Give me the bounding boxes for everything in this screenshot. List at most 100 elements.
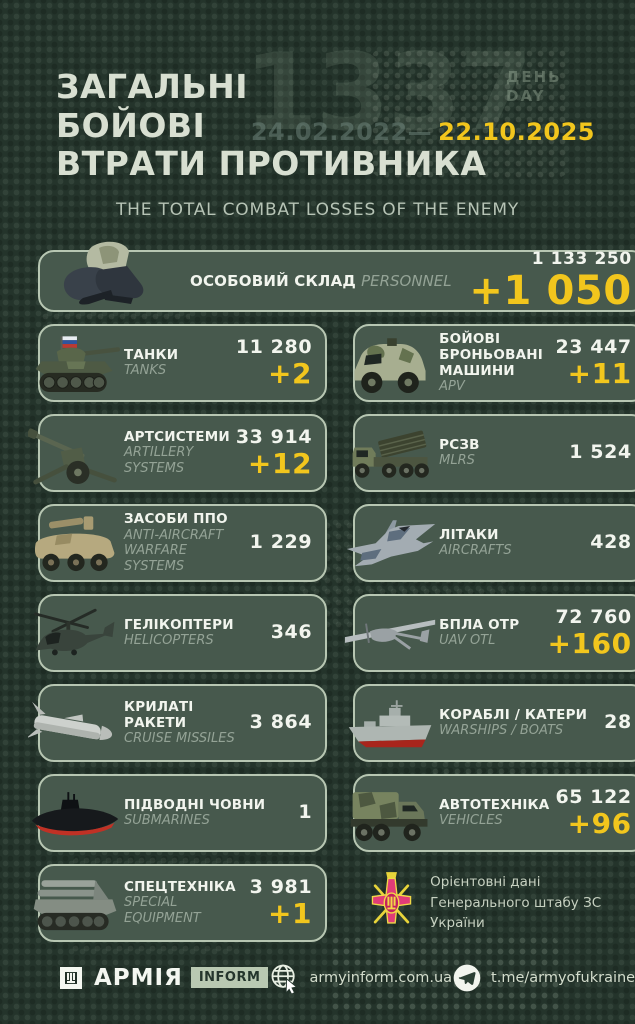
truck-icon — [350, 791, 428, 841]
label-en: TANKS — [124, 363, 167, 379]
title-line-3: ВТРАТИ ПРОТИВНИКА — [56, 144, 487, 184]
submarine-icon — [31, 791, 119, 836]
source-note: Орієнтовні дані Генерального штабу ЗС Ук… — [353, 864, 635, 942]
card-tanks: ТАНКИ TANKS 11 280 +2 — [35, 323, 328, 402]
card-special-equipment: СПЕЦТЕХНІКА SPECIAL EQUIPMENT 3 981 +1 — [33, 863, 328, 942]
card-numbers: 3 864 — [249, 710, 313, 734]
total-value: 428 — [590, 530, 632, 553]
boots-icon — [63, 241, 144, 305]
label-uk: РСЗВ — [439, 436, 480, 453]
total-value: 33 914 — [235, 426, 313, 449]
label-uk: ОСОБОВИЙ СКЛАД — [190, 272, 356, 291]
cruise-missile-icon — [28, 701, 113, 740]
card-helicopters: ГЕЛІКОПТЕРИ HELICOPTERS 346 — [34, 593, 328, 672]
artillery-icon — [28, 428, 117, 485]
card-submarines: ПІДВОДНІ ЧОВНИ SUBMARINES 1 — [31, 773, 328, 852]
footer: АРМІЯ INFORM armyinform.com.ua t.me/army… — [56, 962, 635, 994]
website-link[interactable]: armyinform.com.ua — [268, 962, 452, 994]
total-value: 1 133 250 — [531, 249, 632, 270]
card-content: ПІДВОДНІ ЧОВНИ SUBMARINES 1 — [40, 791, 325, 835]
total-value: 65 122 — [555, 786, 632, 809]
card-content: СПЕЦТЕХНІКА SPECIAL EQUIPMENT 3 981 +1 — [40, 871, 325, 934]
total-value: 28 — [604, 710, 632, 733]
label-uk: ПІДВОДНІ ЧОВНИ — [124, 796, 266, 813]
armyinform-logo-icon — [60, 966, 82, 989]
card-labels: БПЛА ОТР UAV OTL — [439, 617, 541, 649]
label-uk: СПЕЦТЕХНІКА — [124, 879, 236, 896]
armyinform-brand: АРМІЯ INFORM — [56, 963, 269, 993]
label-en: AIRCRAFTS — [439, 543, 512, 559]
card-personnel: ОСОБОВИЙ СКЛАД PERSONNEL 1 133 250 +1 05… — [38, 241, 635, 312]
telegram-link[interactable]: t.me/armyofukraine — [452, 963, 635, 993]
jet-icon — [346, 520, 436, 567]
telegram-icon — [453, 964, 481, 992]
source-note-line2: Генерального штабу ЗС України — [430, 894, 602, 931]
source-note-line1: Орієнтовні дані — [430, 874, 541, 891]
card-numbers: 1 133 250 +1 050 — [469, 250, 631, 312]
card-uav: БПЛА ОТР UAV OTL 72 760 +160 — [345, 593, 635, 672]
card-numbers: 23 447 +11 — [555, 336, 632, 391]
card-content: ТАНКИ TANKS 11 280 +2 — [40, 331, 325, 394]
card-numbers: 72 760 +160 — [547, 606, 632, 661]
total-value: 3 864 — [249, 710, 313, 733]
card-numbers: 33 914 +12 — [235, 426, 313, 481]
date-range: 24.02.2022— 22.10.2025 — [251, 118, 595, 146]
warship-icon — [348, 700, 432, 748]
card-labels: РСЗВ MLRS — [439, 437, 563, 469]
header: 1337 ДЕНЬ DAY ЗАГАЛЬНІ БОЙОВІ ВТРАТИ ПРО… — [0, 0, 635, 220]
label-uk: ЛІТАКИ — [439, 526, 499, 543]
day-label-en: DAY — [506, 86, 546, 105]
total-value: 3 981 — [249, 876, 313, 899]
card-content: ЗАСОБИ ППО ANTI-AIRCRAFT WARFARE SYSTEMS… — [40, 505, 325, 580]
total-value: 23 447 — [555, 336, 632, 359]
total-value: 346 — [270, 620, 313, 643]
anti-aircraft-icon — [34, 516, 115, 571]
mlrs-icon — [352, 430, 430, 478]
label-en: MLRS — [439, 453, 475, 469]
total-value: 1 524 — [569, 440, 632, 463]
card-numbers: 1 524 — [569, 440, 632, 464]
delta-value: +12 — [247, 447, 313, 481]
card-labels: АРТСИСТЕМИ ARTILLERY SYSTEMS — [124, 429, 230, 476]
card-labels: ПІДВОДНІ ЧОВНИ SUBMARINES — [124, 797, 292, 829]
card-labels: ТАНКИ TANKS — [124, 347, 230, 379]
card-numbers: 28 — [604, 710, 632, 734]
delta-value: +11 — [567, 357, 632, 391]
card-content: БПЛА ОТР UAV OTL 72 760 +160 — [355, 601, 635, 664]
website-url[interactable]: armyinform.com.ua — [309, 969, 453, 986]
day-label: ДЕНЬ DAY — [506, 68, 562, 106]
label-uk: ТАНКИ — [124, 346, 179, 363]
day-label-uk: ДЕНЬ — [506, 68, 562, 86]
globe-cursor-icon — [271, 964, 298, 994]
brand-name: АРМІЯ — [94, 964, 183, 991]
source-note-text: Орієнтовні дані Генерального штабу ЗС Ук… — [430, 872, 635, 933]
delta-value: +160 — [547, 627, 632, 661]
uav-icon — [345, 619, 436, 650]
telegram-url[interactable]: t.me/armyofukraine — [491, 969, 635, 986]
page-title: ЗАГАЛЬНІ БОЙОВІ ВТРАТИ ПРОТИВНИКА — [56, 67, 635, 184]
label-en: SPECIAL EQUIPMENT — [124, 895, 201, 926]
general-staff-emblem — [371, 871, 412, 924]
label-en: HELICOPTERS — [124, 633, 214, 649]
card-artillery: АРТСИСТЕМИ ARTILLERY SYSTEMS 33 914 +12 — [28, 413, 328, 492]
card-content: ГЕЛІКОПТЕРИ HELICOPTERS 346 — [40, 611, 325, 655]
card-labels: БОЙОВІ БРОНЬОВАНІ МАШИНИ APV — [439, 331, 549, 395]
card-numbers: 1 229 — [250, 531, 313, 554]
card-content: КРИЛАТІ РАКЕТИ CRUISE MISSILES 3 864 — [40, 693, 325, 753]
label-en: APV — [439, 379, 465, 395]
card-cruise-missiles: КРИЛАТІ РАКЕТИ CRUISE MISSILES 3 864 — [28, 683, 328, 762]
card-labels: ОСОБОВИЙ СКЛАД PERSONNEL — [190, 271, 463, 290]
total-value: 11 280 — [235, 336, 313, 359]
total-value: 72 760 — [555, 606, 632, 629]
label-uk: ЗАСОБИ ППО — [124, 511, 228, 528]
card-anti-aircraft: ЗАСОБИ ППО ANTI-AIRCRAFT WARFARE SYSTEMS… — [34, 503, 328, 582]
card-numbers: 428 — [590, 530, 632, 554]
delta-value: +1 050 — [469, 267, 632, 314]
special-equipment-icon — [33, 880, 117, 930]
delta-value: +1 — [268, 897, 313, 931]
total-value: 1 — [298, 800, 313, 823]
card-numbers: 11 280 +2 — [235, 336, 313, 388]
delta-value: +96 — [567, 807, 632, 841]
card-aircraft: ЛІТАКИ AIRCRAFTS 428 — [346, 503, 635, 582]
